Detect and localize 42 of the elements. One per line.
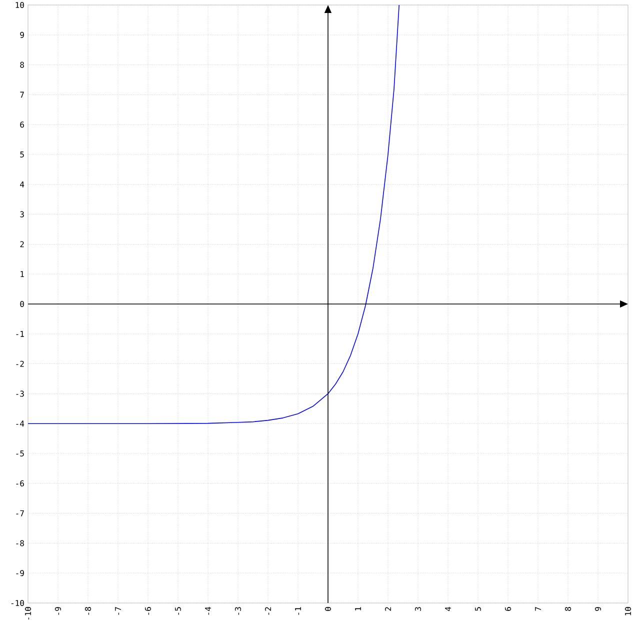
line-series <box>28 4 400 424</box>
y-tick-label: 9 <box>20 32 24 38</box>
y-tick-label: -10 <box>11 600 24 606</box>
y-tick-label: 5 <box>20 152 24 158</box>
y-tick-label: -1 <box>16 330 24 337</box>
y-tick-label: -3 <box>16 390 24 397</box>
y-tick-label: -4 <box>16 420 24 427</box>
x-tick-label: 3 <box>414 607 422 611</box>
y-tick-label: -2 <box>16 360 24 367</box>
y-tick-label: -9 <box>16 570 24 576</box>
y-tick-label: 3 <box>20 211 24 218</box>
y-tick-label: -7 <box>16 510 24 516</box>
x-tick-label: 8 <box>564 607 572 611</box>
x-tick-label: -6 <box>144 607 152 615</box>
x-tick-label: 7 <box>535 607 541 611</box>
x-tick-label: 6 <box>504 607 512 611</box>
x-tick-label: 9 <box>594 607 602 611</box>
y-tick-label: -6 <box>16 480 24 486</box>
y-tick-label: 0 <box>20 300 24 308</box>
y-tick-label: 1 <box>20 271 24 278</box>
x-tick-label: 4 <box>445 606 451 611</box>
x-tick-label: -8 <box>84 607 92 615</box>
y-tick-label: 6 <box>20 122 24 128</box>
x-tick-label: -1 <box>295 607 301 615</box>
x-tick-label: -2 <box>265 607 271 615</box>
x-tick-label: 5 <box>475 607 481 611</box>
y-tick-label: 8 <box>20 62 24 68</box>
x-tick-label: -4 <box>205 606 211 615</box>
x-tick-label: 1 <box>355 607 361 610</box>
y-tick-label: -8 <box>16 540 24 546</box>
x-tick-label: 2 <box>385 607 391 611</box>
y-tick-label: 10 <box>16 2 24 8</box>
x-tick-label: -9 <box>54 607 62 615</box>
y-tick-label: 4 <box>20 181 24 188</box>
y-tick-label: 2 <box>20 241 24 248</box>
x-tick-label: 0 <box>324 607 332 611</box>
y-tick-label: 7 <box>20 92 24 98</box>
x-tick-label: -5 <box>175 607 181 615</box>
x-tick-label: 10 <box>624 607 632 616</box>
x-tick-label: -7 <box>115 607 121 615</box>
x-tick-label: -3 <box>234 607 242 615</box>
y-tick-label: -5 <box>16 450 24 456</box>
